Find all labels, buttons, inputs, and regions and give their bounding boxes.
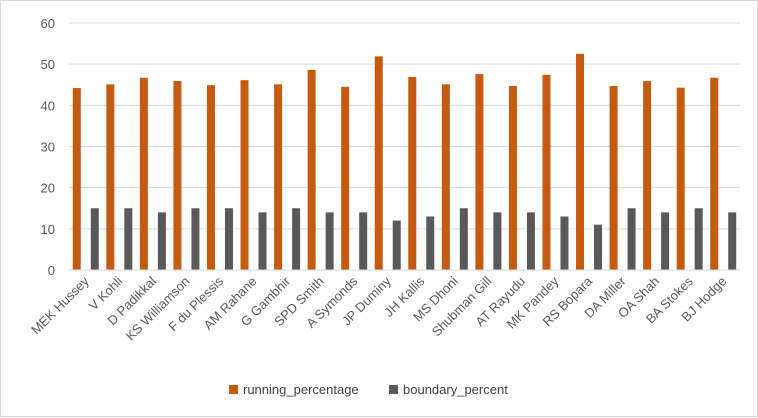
bar-boundary-percent <box>627 208 636 270</box>
bar-boundary-percent <box>292 208 301 270</box>
bar-running-percentage <box>274 84 283 270</box>
bar-boundary-percent <box>594 224 603 270</box>
bar-running-percentage <box>676 87 685 270</box>
bar-running-percentage <box>441 84 450 270</box>
legend: running_percentage boundary_percent <box>229 382 508 397</box>
bar-boundary-percent <box>560 216 569 270</box>
x-tick-label: MEK Hussey <box>28 273 92 337</box>
bar-boundary-percent <box>526 212 535 270</box>
bars <box>72 53 737 271</box>
bar-boundary-percent <box>124 208 133 270</box>
bar-boundary-percent <box>728 212 737 270</box>
bar-running-percentage <box>643 81 652 270</box>
bar-running-percentage <box>374 56 383 270</box>
y-tick-label: 30 <box>41 140 55 155</box>
bar-boundary-percent <box>258 212 267 270</box>
bar-boundary-percent <box>359 212 368 270</box>
bar-running-percentage <box>173 81 182 270</box>
bar-running-percentage <box>206 85 215 270</box>
bar-boundary-percent <box>90 208 99 270</box>
bar-boundary-percent <box>694 208 703 270</box>
bar-running-percentage <box>542 74 551 271</box>
bar-running-percentage <box>106 84 115 270</box>
y-tick-label: 50 <box>41 57 55 72</box>
bar-running-percentage <box>710 77 719 270</box>
bar-boundary-percent <box>191 208 200 270</box>
bar-boundary-percent <box>661 212 670 270</box>
y-tick-label: 20 <box>41 181 55 196</box>
bar-running-percentage <box>240 80 249 270</box>
gridlines <box>69 22 740 271</box>
bar-boundary-percent <box>157 212 166 270</box>
bar-running-percentage <box>576 53 585 270</box>
legend-swatch <box>229 385 238 394</box>
y-tick-label: 40 <box>41 98 55 113</box>
bar-boundary-percent <box>325 212 334 270</box>
legend-swatch <box>389 385 398 394</box>
bar-running-percentage <box>139 77 148 270</box>
bar-running-percentage <box>72 88 81 270</box>
y-tick-label: 10 <box>41 222 55 237</box>
bar-running-percentage <box>508 85 517 270</box>
y-tick-label: 0 <box>48 263 55 278</box>
y-tick-label: 60 <box>41 16 55 31</box>
y-axis: 0 10 20 30 40 50 60 <box>41 16 55 278</box>
bar-boundary-percent <box>493 212 502 270</box>
bar-running-percentage <box>341 86 350 270</box>
bar-boundary-percent <box>392 220 401 270</box>
legend-label: boundary_percent <box>403 382 508 397</box>
bar-running-percentage <box>475 74 484 271</box>
bar-running-percentage <box>609 85 618 270</box>
bar-boundary-percent <box>459 208 468 270</box>
legend-label: running_percentage <box>243 382 359 397</box>
bar-boundary-percent <box>224 208 233 270</box>
bar-running-percentage <box>408 76 417 270</box>
bar-boundary-percent <box>426 216 435 270</box>
bar-running-percentage <box>307 69 316 271</box>
